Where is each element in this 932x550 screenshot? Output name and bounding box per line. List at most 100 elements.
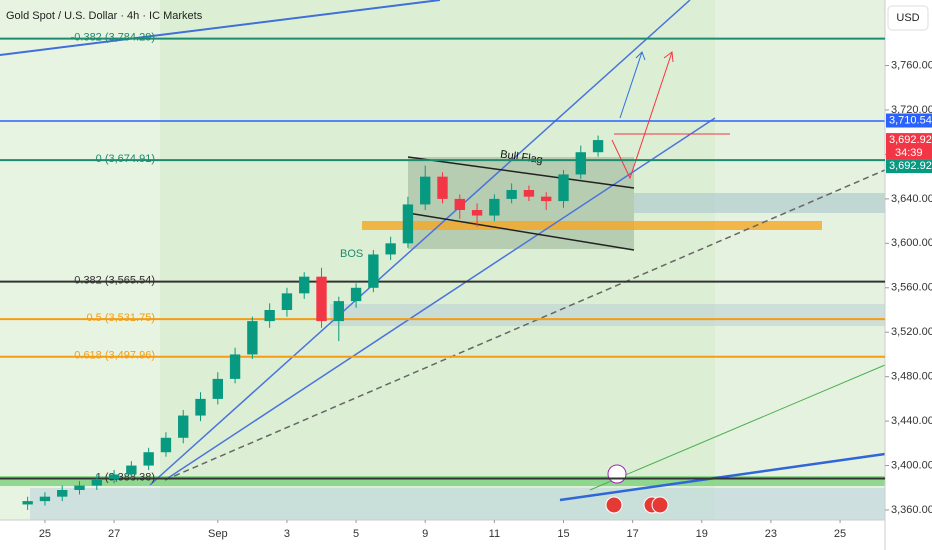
support-zone [330,304,885,326]
flag-zone [408,157,634,249]
x-tick-label: 23 [765,528,777,540]
fib-label: 1 (3,388.38) [96,471,155,483]
blue-projection [619,51,643,119]
candle-body [350,287,362,302]
y-tick-label: 3,600.00 [891,237,932,249]
candle-body [160,437,172,453]
y-tick-label: 3,360.00 [891,504,932,516]
candle-body [22,501,33,505]
fib-label: 0 (3,674.91) [96,153,155,165]
candle-body [333,301,344,322]
candle-body [575,152,586,175]
candle-body [229,354,241,379]
candle-body [316,276,327,322]
x-tick-label: 9 [422,528,428,540]
candle-body [281,293,293,310]
price-tag [886,159,932,174]
candle-body [91,478,102,486]
candle-body [368,254,379,288]
bos-label: BOS [340,248,363,260]
base-zone [0,476,885,486]
left-zone [0,0,160,520]
y-tick-label: 3,400.00 [891,459,932,471]
fib-label: 0.618 (3,497.96) [74,350,155,362]
candle-body [143,452,154,466]
right-zone [715,0,885,520]
candle-body [420,176,431,205]
y-tick-label: 3,560.00 [891,282,932,294]
candle-body [489,198,500,216]
event-icon[interactable] [651,496,669,514]
candle-body [385,243,396,255]
base-blue-zone [30,488,885,520]
currency: USD [896,12,919,24]
price-tag [886,113,932,128]
time-axis [0,520,885,550]
flag-bottom [407,212,635,251]
event-icon[interactable] [605,496,623,514]
x-tick-label: 17 [627,528,639,540]
channel-upper [149,0,691,486]
x-tick-label: 19 [696,528,708,540]
price-tag-label: 3,692.92 [889,134,932,146]
candle-body [506,190,517,199]
candle-body [74,485,85,490]
countdown: 34:39 [895,147,923,159]
candle-body [523,190,535,197]
mid-line [164,169,886,481]
candle-body [212,378,223,399]
candle-body [57,490,68,497]
candle-body [541,196,552,202]
candle-body [402,204,414,244]
candle-body [471,210,483,216]
arrow-head [635,51,646,61]
y-tick-label: 3,760.00 [891,59,932,71]
price-tag [886,133,932,148]
candle-body [558,174,569,202]
price-tag-label: 3,692.92 [889,160,932,172]
candle-body [299,276,310,294]
candle-body [592,140,604,153]
y-tick-label: 3,520.00 [891,326,932,338]
supply-zone [634,193,885,213]
price-tag-label: 3,710.54 [889,114,932,126]
y-tick-label: 3,640.00 [891,193,932,205]
y-tick-label: 3,480.00 [891,371,932,383]
x-tick-label: 3 [284,528,290,540]
currency-box[interactable] [887,5,929,31]
candle-body [126,465,137,475]
y-tick-label: 3,720.00 [891,104,932,116]
price-axis [885,0,932,550]
y-tick-label: 3,440.00 [891,415,932,427]
flag-top [407,156,635,189]
x-tick-label: 25 [834,528,846,540]
fib-label: -0.382 (3,784.29) [71,31,155,43]
candle-body [195,398,206,416]
candle-body [247,321,258,355]
x-tick-label: 11 [489,528,500,540]
green-trend [589,364,886,491]
arrow-head [663,51,674,63]
fib-label: 0.382 (3,565.54) [74,275,155,287]
countdown-box [886,146,932,160]
trend-line [0,0,441,56]
x-tick-label: 5 [353,528,359,540]
x-tick-label: 25 [39,528,51,540]
candle-body [437,176,448,199]
red-projection [611,51,673,180]
channel-lower [164,117,716,481]
candle-body [108,474,120,479]
x-tick-label: Sep [208,528,228,540]
candle-body [178,415,189,438]
x-tick-label: 15 [557,528,569,540]
chart-title: Gold Spot / U.S. Dollar · 4h · IC Market… [6,10,203,22]
fib-label: 0.5 (3,531.75) [87,312,156,324]
candle-body [39,496,51,502]
demand-zone [362,221,822,230]
x-tick-label: 27 [108,528,120,540]
candle-body [264,310,275,322]
event-icon[interactable] [607,464,627,484]
candle-body [454,198,465,210]
blue-trend [559,452,886,502]
